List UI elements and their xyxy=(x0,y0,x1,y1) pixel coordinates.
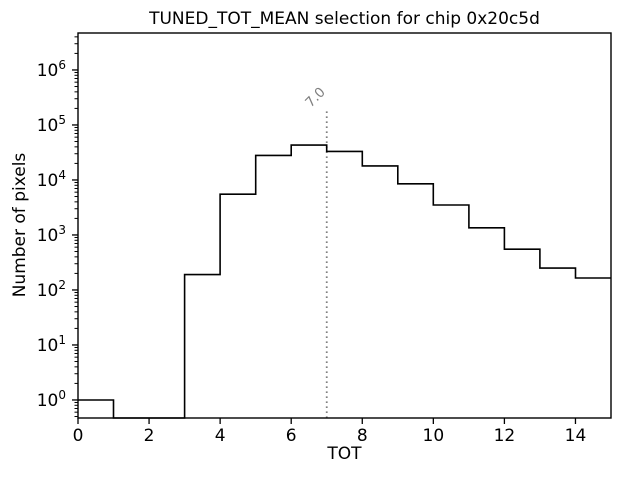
y-axis-label: Number of pixels xyxy=(10,152,30,298)
y-tick-label: 106 xyxy=(37,58,66,81)
y-tick-label: 104 xyxy=(37,168,66,191)
x-tick-label: 14 xyxy=(565,426,587,446)
x-tick-label: 2 xyxy=(144,426,155,446)
y-tick-label: 103 xyxy=(37,223,66,246)
x-axis-label: TOT xyxy=(327,444,362,464)
x-tick-label: 6 xyxy=(286,426,297,446)
step-line xyxy=(78,144,611,419)
x-tick-label: 12 xyxy=(494,426,516,446)
chart-title: TUNED_TOT_MEAN selection for chip 0x20c5… xyxy=(149,9,540,29)
y-tick-label: 102 xyxy=(37,278,66,301)
y-tick-label: 105 xyxy=(37,113,66,136)
plot-frame xyxy=(77,32,612,419)
threshold-label: 7.0 xyxy=(302,84,329,111)
y-tick-label: 100 xyxy=(37,388,66,411)
x-tick-label: 8 xyxy=(357,426,368,446)
x-tick-label: 10 xyxy=(423,426,445,446)
y-tick-label: 101 xyxy=(37,333,66,356)
x-tick-label: 4 xyxy=(215,426,226,446)
x-tick-label: 0 xyxy=(73,426,84,446)
